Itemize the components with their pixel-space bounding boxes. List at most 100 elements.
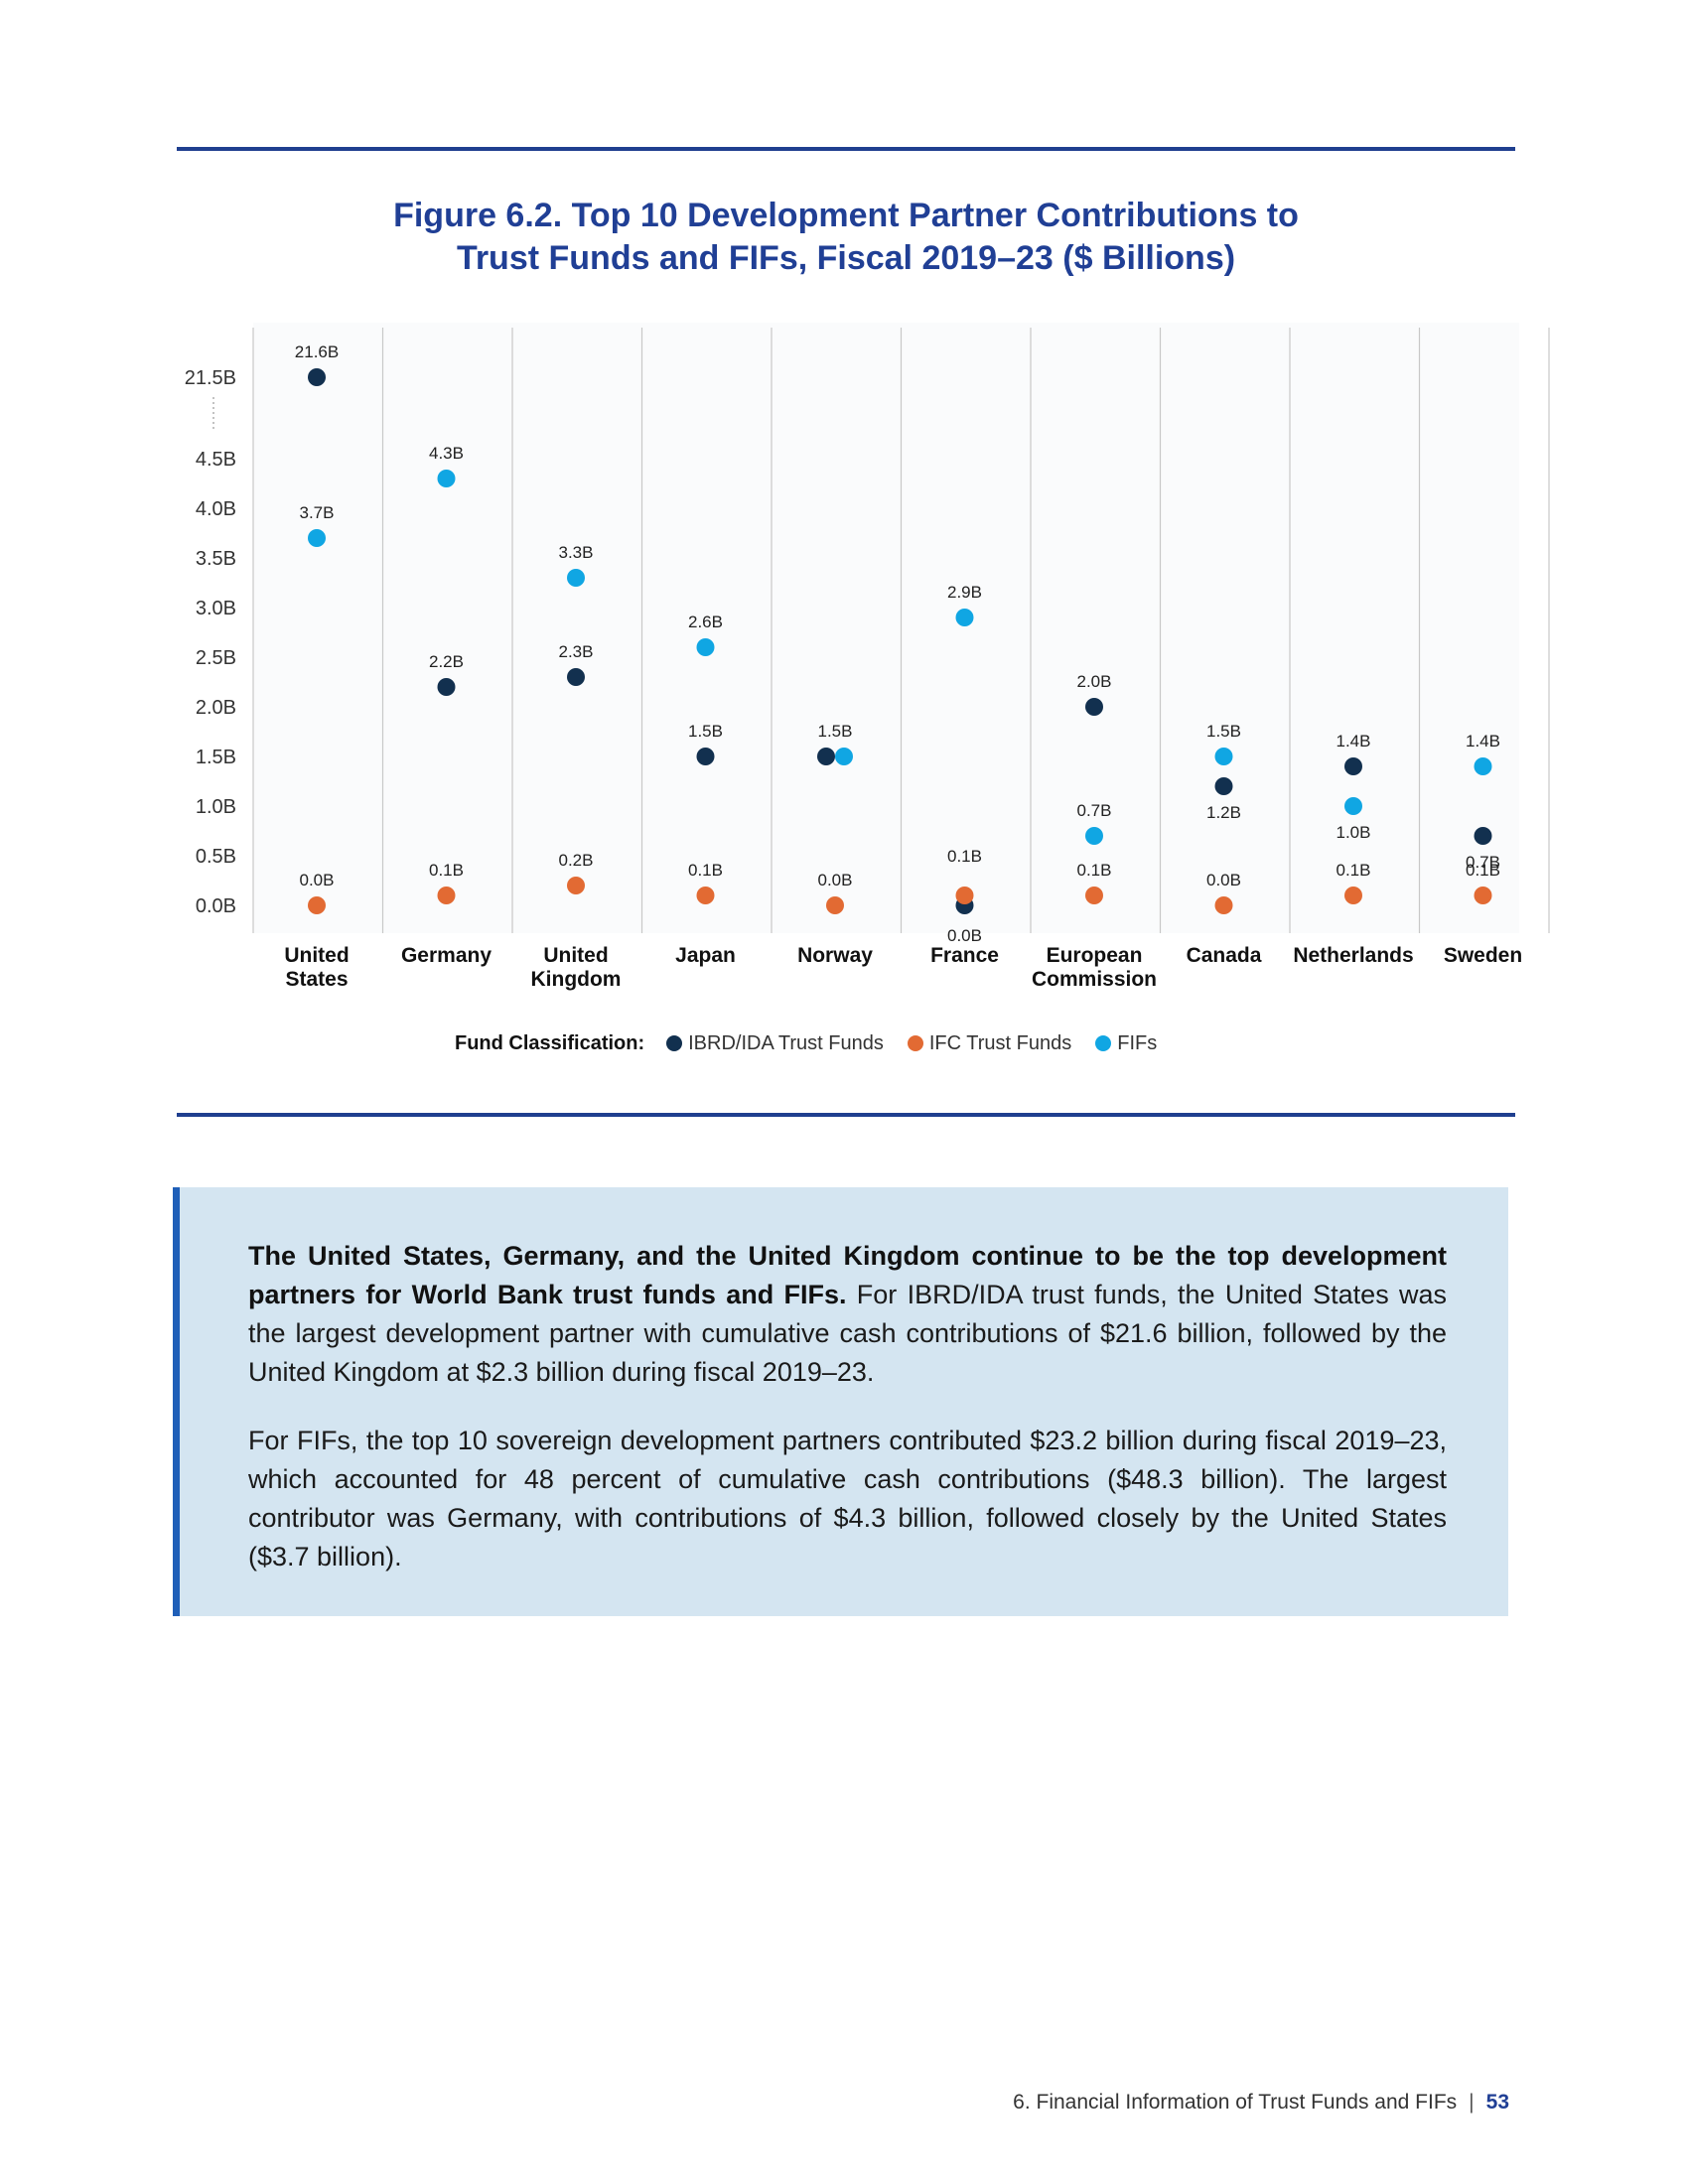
value-label: 1.2B — [1206, 803, 1241, 822]
value-label: 2.9B — [947, 583, 982, 602]
point-ifc-trust-funds-germany — [437, 887, 456, 904]
value-label: 1.4B — [1336, 732, 1371, 751]
legend: Fund Classification: IBRD/IDA Trust Fund… — [455, 1028, 1181, 1058]
value-label: 1.5B — [688, 722, 723, 741]
y-tick-label: 4.5B — [196, 449, 236, 471]
legend-title: Fund Classification: — [455, 1031, 645, 1054]
dot-plot-chart: 0.0B 0.5B 1.0B 1.5B 2.0B 2.5B 3.0B 3.5B 4.0B 4.5B… — [185, 323, 1550, 991]
plot-area — [253, 323, 1519, 933]
point-fifs-european-commission — [1085, 827, 1103, 845]
legend-dot-ifc — [907, 1035, 923, 1051]
figure-title: Figure 6.2. Top 10 Development Partner C… — [177, 195, 1515, 280]
callout-paragraph-2: For FIFs, the top 10 sovereign developme… — [248, 1426, 1447, 1571]
y-tick-label: 3.0B — [196, 598, 236, 619]
point-fifs-netherlands — [1344, 797, 1362, 815]
value-label: 0.1B — [429, 861, 464, 880]
point-ifc-trust-funds-japan — [696, 887, 715, 904]
y-tick-label: 21.5B — [185, 367, 236, 389]
point-ibrd-ida-trust-funds-norway — [817, 748, 835, 765]
legend-item-ifc: IFC Trust Funds — [907, 1031, 1072, 1055]
point-ibrd-ida-trust-funds-japan — [696, 748, 715, 765]
y-tick-label: 2.0B — [196, 697, 236, 719]
value-label: 0.0B — [947, 926, 982, 945]
point-fifs-united-states — [308, 529, 326, 547]
y-tick-label: 0.5B — [196, 846, 236, 868]
value-label: 1.5B — [818, 722, 853, 741]
value-label: 0.0B — [818, 871, 853, 889]
point-ibrd-ida-trust-funds-netherlands — [1344, 757, 1362, 775]
point-ibrd-ida-trust-funds-germany — [437, 678, 456, 696]
x-category-label: United — [543, 944, 608, 967]
x-category-label: United — [284, 944, 349, 967]
x-category-label: Kingdom — [531, 968, 622, 991]
point-ibrd-ida-trust-funds-sweden — [1474, 827, 1492, 845]
point-fifs-japan — [696, 638, 715, 656]
value-label: 2.3B — [559, 642, 594, 661]
callout-paragraph-1-text: For IBRD/IDA trust funds, the United Sta… — [248, 1280, 1447, 1387]
x-category-label: States — [285, 968, 348, 991]
footer-section: 6. Financial Information of Trust Funds … — [1013, 2091, 1458, 2114]
value-label: 0.1B — [1336, 861, 1371, 880]
value-label: 2.0B — [1077, 672, 1112, 691]
value-label: 1.5B — [1206, 722, 1241, 741]
point-ifc-trust-funds-france — [955, 887, 974, 904]
value-label: 0.0B — [1206, 871, 1241, 889]
value-label: 3.7B — [300, 503, 335, 522]
legend-label-ifc: IFC Trust Funds — [928, 1031, 1072, 1054]
figure-title-line-1: Figure 6.2. Top 10 Development Partner C… — [393, 197, 1299, 234]
point-ifc-trust-funds-canada — [1214, 896, 1233, 914]
legend-dot-fifs — [1095, 1035, 1112, 1051]
value-labels: 21.6B 2.2B 2.3B 1.5B 0.0B 2.0B 1.2B 1.4B 0.7B 0.0… — [295, 342, 1500, 945]
point-ifc-trust-funds-sweden — [1474, 887, 1492, 904]
x-category-label: Commission — [1032, 968, 1157, 991]
legend-label-ibrd-ida: IBRD/IDA Trust Funds — [688, 1031, 884, 1054]
x-category-label: European — [1047, 944, 1143, 967]
value-label: 0.7B — [1077, 801, 1112, 820]
y-tick-label: 0.0B — [196, 895, 236, 917]
point-fifs-germany — [437, 470, 456, 487]
legend-label-fifs: FIFs — [1117, 1031, 1158, 1054]
legend-item-fifs: FIFs — [1095, 1032, 1157, 1055]
figure-title-line-2: Trust Funds and FIFs, Fiscal 2019–23 ($ … — [456, 239, 1236, 277]
point-ifc-trust-funds-european-commission — [1085, 887, 1103, 904]
point-fifs-france — [955, 609, 974, 626]
top-rule — [177, 147, 1515, 151]
y-tick-label: 1.0B — [196, 796, 236, 818]
legend-item-ibrd-ida: IBRD/IDA Trust Funds — [666, 1032, 884, 1055]
category-separators — [252, 328, 1550, 933]
page-number: 53 — [1485, 2091, 1509, 2114]
value-label: 0.7B — [1466, 853, 1500, 872]
x-category-label: Japan — [675, 944, 736, 967]
data-points — [308, 368, 1492, 914]
point-ifc-trust-funds-netherlands — [1344, 887, 1362, 904]
point-fifs-united-kingdom — [567, 569, 585, 587]
point-ifc-trust-funds-united-states — [308, 896, 326, 914]
value-label: 3.3B — [559, 543, 594, 562]
point-ibrd-ida-trust-funds-united-kingdom — [567, 668, 585, 686]
value-label: 1.0B — [1336, 823, 1371, 842]
x-category-label: France — [930, 944, 999, 967]
y-tick-label: 4.0B — [196, 498, 236, 520]
x-category-label: Canada — [1187, 944, 1262, 967]
value-label: 0.1B — [688, 861, 723, 880]
value-label: 0.1B — [1466, 861, 1500, 880]
point-ibrd-ida-trust-funds-united-states — [308, 368, 326, 386]
callout-paragraph-1: The United States, Germany, and the Unit… — [248, 1237, 1447, 1392]
callout-lead: The United States, Germany, and the Unit… — [248, 1241, 1447, 1309]
point-ibrd-ida-trust-funds-european-commission — [1085, 698, 1103, 716]
callout-box: The United States, Germany, and the Unit… — [173, 1187, 1508, 1616]
value-label: 0.0B — [300, 871, 335, 889]
value-label: 0.2B — [559, 851, 594, 870]
page-footer: 6. Financial Information of Trust Funds … — [1013, 2091, 1509, 2115]
point-fifs-sweden — [1474, 757, 1492, 775]
value-label: 4.3B — [429, 444, 464, 463]
value-label: 21.6B — [295, 342, 339, 361]
y-tick-label: 3.5B — [196, 548, 236, 570]
point-ibrd-ida-trust-funds-canada — [1214, 777, 1233, 795]
y-axis: 0.0B 0.5B 1.0B 1.5B 2.0B 2.5B 3.0B 3.5B 4.0B 4.5B… — [185, 367, 236, 917]
point-fifs-norway — [835, 748, 853, 765]
x-category-label: Sweden — [1444, 944, 1522, 967]
x-category-label: Norway — [797, 944, 873, 967]
legend-dot-ibrd-ida — [666, 1035, 683, 1051]
